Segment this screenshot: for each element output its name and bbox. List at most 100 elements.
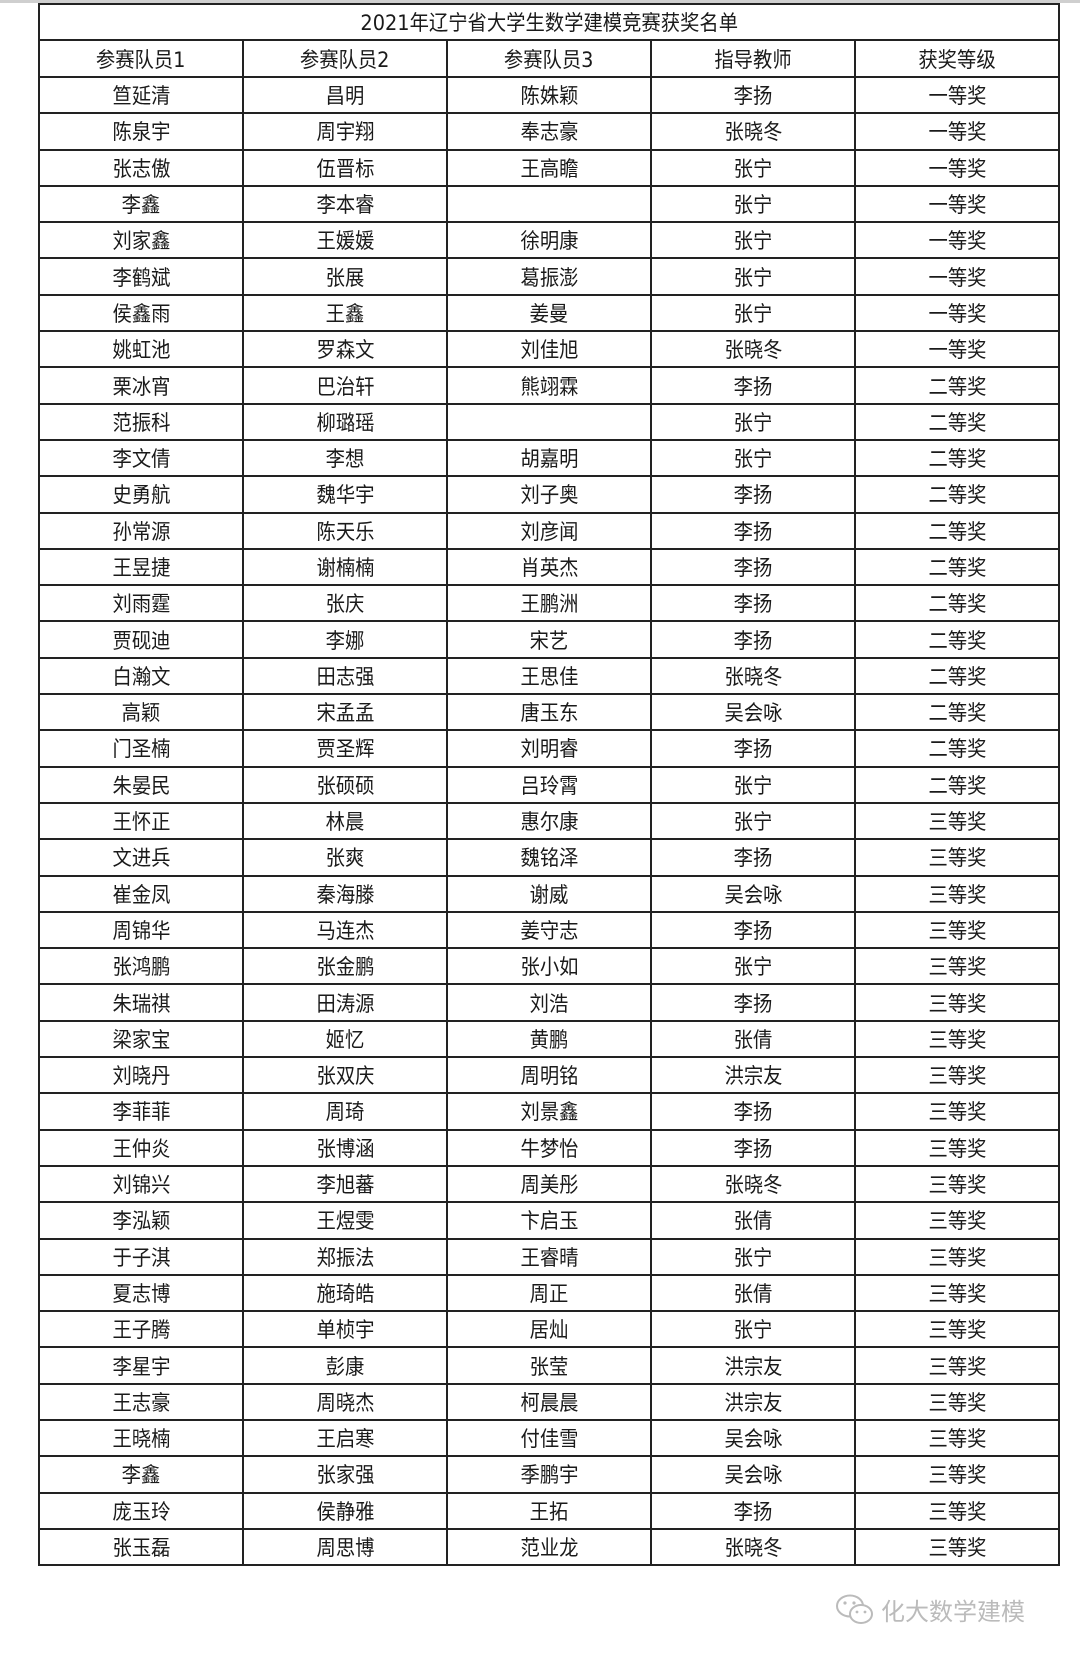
cell-text: 刘明睿 — [520, 737, 578, 762]
cell-advisor: 张晓冬 — [650, 656, 856, 696]
table-row: 文进兵 张爽 魏铭泽 李扬 三等奖 — [38, 838, 1060, 877]
cell-member-3: 奉志豪 — [446, 112, 652, 151]
cell-advisor: 李扬 — [650, 366, 856, 405]
column-header-label: 参赛队员3 — [504, 47, 594, 72]
cell-member-3 — [446, 402, 652, 441]
cell-member-2: 张博涵 — [242, 1128, 448, 1167]
cell-text: 李扬 — [733, 1499, 773, 1524]
cell-text: 王怀正 — [112, 810, 170, 835]
cell-text: 崔金凤 — [112, 882, 170, 907]
cell-advisor: 吴会咏 — [650, 1418, 856, 1458]
cell-text: 三等奖 — [928, 1499, 986, 1524]
cell-member-3: 付佳雪 — [446, 1418, 652, 1458]
table-row: 朱瑞祺 田涛源 刘浩 李扬 三等奖 — [38, 983, 1060, 1022]
table-row: 李鑫 张家强 季鹏宇 吴会咏 三等奖 — [38, 1455, 1060, 1494]
cell-text: 王子腾 — [112, 1318, 170, 1343]
column-header-label: 指导教师 — [714, 47, 792, 72]
cell-advisor: 李扬 — [650, 729, 856, 768]
table-row: 张玉磊 周思博 范业龙 张晓冬 三等奖 — [38, 1527, 1060, 1567]
cell-member-2: 郑振法 — [242, 1237, 448, 1276]
table-row: 王仲炎 张博涵 牛梦怡 李扬 三等奖 — [38, 1128, 1060, 1167]
cell-member-3: 柯晨晨 — [446, 1382, 652, 1421]
cell-advisor: 张宁 — [650, 257, 856, 296]
cell-text: 笪延清 — [112, 84, 170, 109]
cell-member-1: 李文倩 — [38, 438, 244, 478]
cell-text: 于子淇 — [112, 1245, 170, 1270]
cell-text: 高颖 — [121, 701, 161, 726]
cell-member-1: 王子腾 — [38, 1310, 244, 1349]
cell-text: 二等奖 — [928, 664, 986, 689]
table-row: 门圣楠 贾圣辉 刘明睿 李扬 二等奖 — [38, 729, 1060, 768]
cell-member-3: 刘浩 — [446, 983, 652, 1022]
table-row: 刘雨霆 张庆 王鹏洲 李扬 二等奖 — [38, 584, 1060, 623]
cell-member-1: 姚虹池 — [38, 330, 244, 369]
cell-text: 周明铭 — [520, 1064, 578, 1089]
table-row: 刘晓丹 张双庆 周明铭 洪宗友 三等奖 — [38, 1056, 1060, 1095]
cell-text: 周美彤 — [520, 1173, 578, 1198]
cell-award-level: 三等奖 — [854, 1164, 1060, 1204]
cell-member-1: 张志傲 — [38, 148, 244, 187]
cell-text: 刘家鑫 — [112, 229, 170, 254]
cell-text: 三等奖 — [928, 1318, 986, 1343]
cell-text: 李扬 — [733, 1100, 773, 1125]
cell-award-level: 三等奖 — [854, 910, 1060, 950]
cell-text: 王昱捷 — [112, 556, 170, 580]
cell-text: 朱瑞祺 — [112, 991, 170, 1016]
cell-text: 刘晓丹 — [112, 1064, 170, 1089]
cell-text: 范业龙 — [520, 1536, 578, 1561]
cell-text: 王鑫 — [325, 301, 365, 326]
column-header-award-level: 获奖等级 — [854, 39, 1060, 78]
cell-text: 孙常源 — [112, 519, 170, 544]
cell-text: 三等奖 — [928, 882, 986, 907]
cell-member-2: 姬忆 — [242, 1019, 448, 1059]
cell-text: 三等奖 — [928, 1427, 986, 1452]
cell-member-2: 王鑫 — [242, 293, 448, 333]
cell-member-1: 李鑫 — [38, 1455, 244, 1494]
cell-text: 张晓冬 — [724, 1173, 782, 1198]
cell-text: 二等奖 — [928, 701, 986, 726]
cell-text: 王仲炎 — [112, 1136, 170, 1161]
cell-advisor: 张宁 — [650, 293, 856, 333]
cell-text: 二等奖 — [928, 592, 986, 617]
cell-text: 李扬 — [733, 1136, 773, 1161]
cell-member-2: 贾圣辉 — [242, 729, 448, 768]
cell-text: 二等奖 — [928, 737, 986, 762]
cell-text: 二等奖 — [928, 447, 986, 472]
cell-member-1: 王怀正 — [38, 801, 244, 841]
table-row: 范振科 柳璐瑶 张宁 二等奖 — [38, 402, 1060, 441]
cell-member-3: 周正 — [446, 1273, 652, 1313]
cell-text: 栗冰宵 — [112, 374, 170, 399]
cell-text: 一等奖 — [928, 120, 986, 145]
cell-text: 三等奖 — [928, 1100, 986, 1125]
cell-text: 李扬 — [733, 991, 773, 1016]
cell-text: 李扬 — [733, 374, 773, 399]
cell-member-3: 刘景鑫 — [446, 1092, 652, 1131]
cell-text: 一等奖 — [928, 193, 986, 218]
cell-text: 李想 — [325, 447, 365, 472]
cell-text: 谢威 — [529, 882, 569, 907]
cell-advisor: 李扬 — [650, 620, 856, 659]
cell-text: 卞启玉 — [520, 1209, 578, 1234]
cell-member-2: 柳璐瑶 — [242, 402, 448, 441]
cell-text: 徐明康 — [520, 229, 578, 254]
cell-text: 洪宗友 — [724, 1390, 782, 1415]
cell-advisor: 洪宗友 — [650, 1346, 856, 1385]
cell-text: 葛振澎 — [520, 265, 578, 290]
cell-advisor: 李扬 — [650, 910, 856, 950]
cell-text: 王睿晴 — [520, 1245, 578, 1270]
cell-text: 吴会咏 — [724, 882, 782, 907]
watermark: 化大数学建模 — [835, 1592, 1025, 1627]
cell-advisor: 张宁 — [650, 438, 856, 478]
cell-advisor: 洪宗友 — [650, 1056, 856, 1095]
cell-advisor: 张晓冬 — [650, 112, 856, 151]
cell-member-1: 门圣楠 — [38, 729, 244, 768]
cell-text: 李鑫 — [121, 1463, 161, 1488]
cell-award-level: 二等奖 — [854, 620, 1060, 659]
cell-text: 二等奖 — [928, 410, 986, 435]
cell-award-level: 三等奖 — [854, 874, 1060, 913]
cell-award-level: 一等奖 — [854, 184, 1060, 224]
cell-text: 吴会咏 — [724, 701, 782, 726]
cell-award-level: 二等奖 — [854, 438, 1060, 478]
cell-award-level: 一等奖 — [854, 75, 1060, 115]
cell-member-3: 刘彦闻 — [446, 511, 652, 550]
